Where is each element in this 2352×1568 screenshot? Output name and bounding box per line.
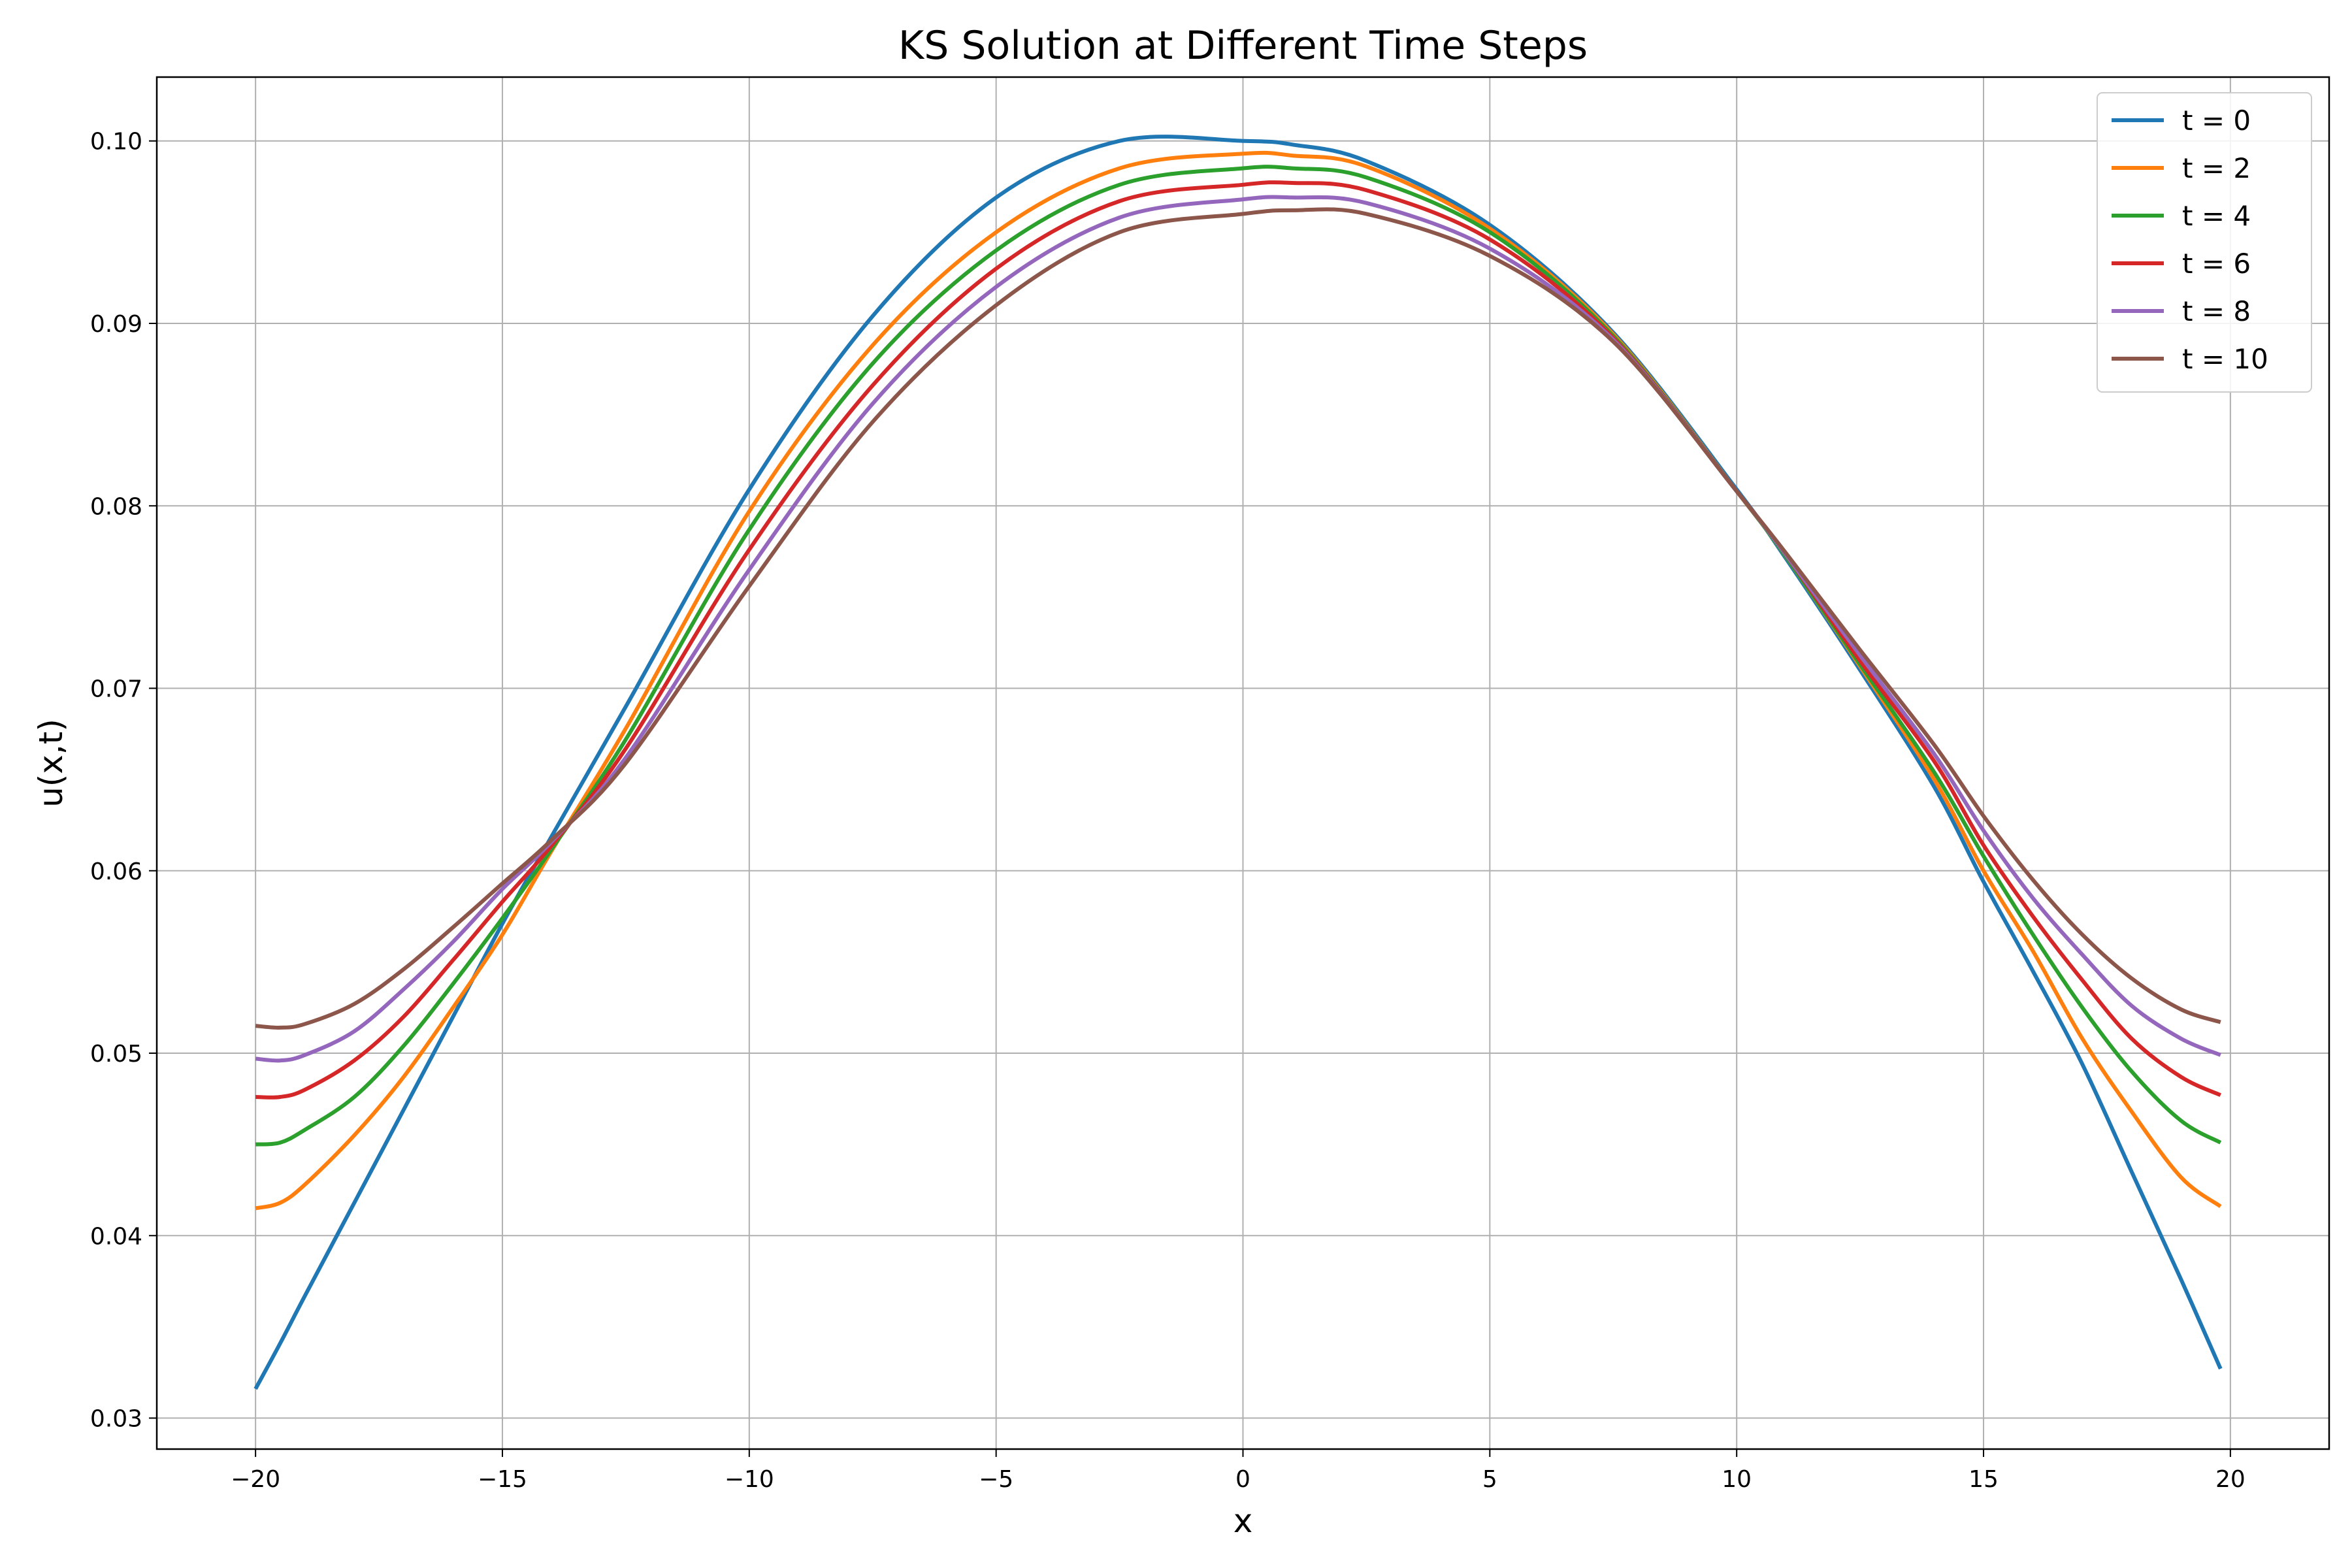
- x-tick-label: −15: [478, 1466, 527, 1493]
- legend: t = 0 t = 2 t = 4 t = 6 t = 8 t = 10: [2097, 92, 2312, 393]
- series-line-t4: [255, 165, 2222, 1147]
- x-tick-label: 20: [2215, 1466, 2246, 1493]
- x-tick-label: 5: [1482, 1466, 1497, 1493]
- x-tick-label: −5: [979, 1466, 1013, 1493]
- x-tick-label: −20: [231, 1466, 280, 1493]
- axis-ticks: −20 −15 −10 −5 0 5 10 15 20 0.03 0.04 0.05 0.06 0.07 0…: [90, 129, 2246, 1493]
- legend-label: t = 10: [2182, 343, 2268, 375]
- legend-label: t = 0: [2182, 105, 2251, 137]
- legend-label: t = 6: [2182, 248, 2251, 280]
- x-tick-label: 15: [1968, 1466, 1999, 1493]
- legend-label: t = 8: [2182, 295, 2251, 327]
- y-tick-label: 0.08: [90, 493, 142, 520]
- y-tick-label: 0.03: [90, 1406, 142, 1433]
- series-line-t2: [255, 150, 2222, 1211]
- legend-label: t = 2: [2182, 152, 2251, 184]
- y-tick-label: 0.10: [90, 129, 142, 155]
- legend-label: t = 4: [2182, 200, 2251, 232]
- series-line-t0: [253, 135, 2223, 1390]
- y-tick-label: 0.05: [90, 1041, 142, 1068]
- series-line-t8: [255, 195, 2221, 1063]
- y-tick-label: 0.06: [90, 858, 142, 885]
- y-tick-label: 0.04: [90, 1223, 142, 1250]
- chart-title: KS Solution at Different Time Steps: [898, 23, 1588, 69]
- y-tick-label: 0.07: [90, 676, 142, 703]
- y-tick-label: 0.09: [90, 311, 142, 338]
- x-tick-label: 0: [1235, 1466, 1250, 1493]
- series-line-t10: [255, 207, 2221, 1030]
- y-axis-title: u(x,t): [32, 719, 70, 808]
- x-tick-label: −10: [725, 1466, 774, 1493]
- x-axis-title: x: [1233, 1502, 1253, 1540]
- x-tick-label: 10: [1722, 1466, 1752, 1493]
- series-lines: [253, 135, 2223, 1390]
- series-line-t6: [255, 180, 2222, 1100]
